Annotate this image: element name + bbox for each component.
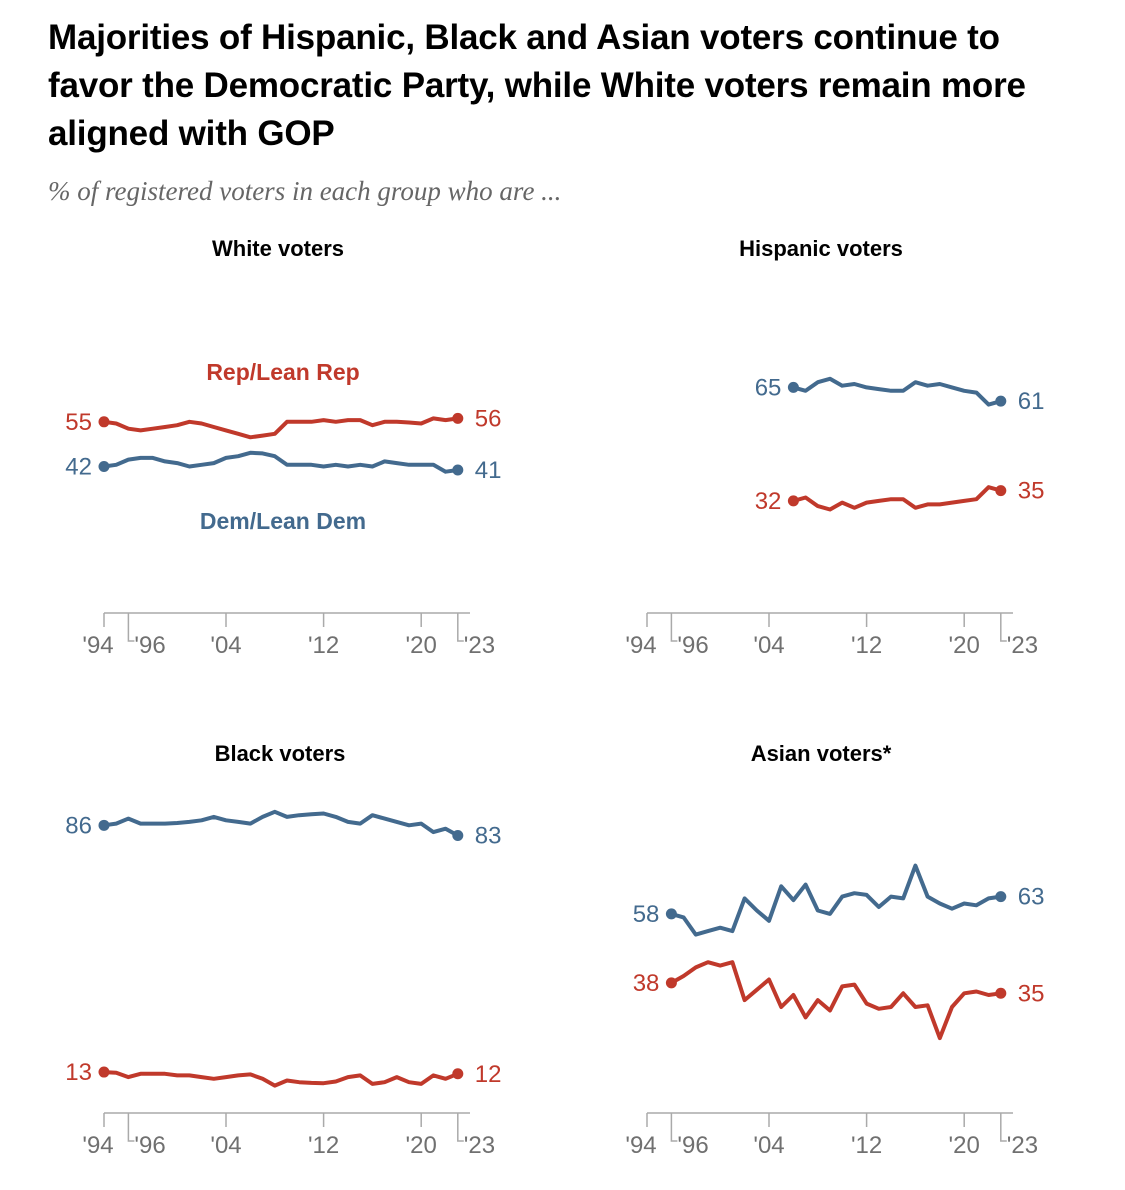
x-tick-label: '20 bbox=[949, 1132, 980, 1159]
asian-voters-rep-start-dot bbox=[665, 977, 677, 989]
x-tick-bracket bbox=[1000, 613, 1007, 642]
asian-voters-rep-start-label: 38 bbox=[633, 970, 660, 997]
asian-voters-dem-end-label: 63 bbox=[1018, 884, 1045, 911]
x-tick-label: '23 bbox=[1007, 1132, 1038, 1159]
white-voters-rep-start-dot bbox=[98, 416, 110, 428]
black-voters-dem-end-label: 83 bbox=[475, 822, 502, 849]
x-tick-label: '94 bbox=[82, 1132, 113, 1159]
hispanic-voters-rep-end-label: 35 bbox=[1018, 478, 1045, 505]
x-tick-bracket bbox=[457, 613, 464, 642]
white-voters-rep-end-label: 56 bbox=[475, 405, 502, 432]
black-voters-panel-title: Black voters bbox=[215, 741, 346, 766]
white-voters-rep-end-dot bbox=[452, 412, 464, 424]
asian-voters-dem-end-dot bbox=[995, 891, 1007, 903]
x-tick-label: '20 bbox=[406, 632, 437, 659]
white-voters-panel-title: White voters bbox=[212, 236, 344, 261]
black-voters-dem-start-label: 86 bbox=[65, 812, 92, 839]
hispanic-voters-rep-line bbox=[791, 485, 1003, 512]
x-tick-label: '94 bbox=[82, 632, 113, 659]
white-voters-rep-line bbox=[102, 416, 460, 440]
chart-subtitle: % of registered voters in each group who… bbox=[48, 176, 562, 206]
x-tick-label: '04 bbox=[210, 1132, 241, 1159]
asian-voters-dem-line bbox=[669, 863, 1003, 937]
x-tick-bracket bbox=[670, 1113, 678, 1142]
black-voters-rep-end-label: 12 bbox=[475, 1061, 502, 1088]
hispanic-voters-dem-end-label: 61 bbox=[1018, 388, 1045, 415]
x-tick-bracket bbox=[457, 1113, 464, 1142]
chart-title: Majorities of Hispanic, Black and Asian … bbox=[48, 18, 1026, 153]
white-voters-rep-start-label: 55 bbox=[65, 409, 92, 436]
x-tick-bracket bbox=[127, 613, 135, 642]
x-tick-label: '12 bbox=[308, 1132, 339, 1159]
x-tick-label: '96 bbox=[677, 632, 708, 659]
asian-voters-panel-title: Asian voters* bbox=[751, 741, 892, 766]
black-voters-dem-start-dot bbox=[98, 819, 110, 831]
x-tick-label: '04 bbox=[210, 632, 241, 659]
white-voters-dem-start-dot bbox=[98, 461, 110, 473]
x-tick-label: '04 bbox=[753, 1132, 784, 1159]
x-tick-label: '12 bbox=[851, 632, 882, 659]
x-tick-label: '96 bbox=[134, 632, 165, 659]
white-voters-dem-end-label: 41 bbox=[475, 457, 502, 484]
black-voters-dem-line bbox=[102, 809, 460, 838]
x-tick-label: '23 bbox=[1007, 632, 1038, 659]
hispanic-voters-dem-line bbox=[791, 376, 1003, 407]
legend-rep-label: Rep/Lean Rep bbox=[206, 359, 359, 385]
x-tick-label: '04 bbox=[753, 632, 784, 659]
x-tick-bracket bbox=[127, 1113, 135, 1142]
hispanic-voters-dem-start-dot bbox=[787, 381, 799, 393]
x-tick-bracket bbox=[670, 613, 678, 642]
hispanic-voters-rep-start-label: 32 bbox=[755, 488, 782, 515]
hispanic-voters-rep-start-dot bbox=[787, 495, 799, 507]
x-tick-label: '12 bbox=[851, 1132, 882, 1159]
white-voters-dem-start-label: 42 bbox=[65, 454, 92, 481]
x-tick-label: '23 bbox=[464, 632, 495, 659]
black-voters-rep-start-label: 13 bbox=[65, 1059, 92, 1086]
hispanic-voters-panel-title: Hispanic voters bbox=[739, 236, 903, 261]
black-voters-dem-end-dot bbox=[452, 829, 464, 841]
asian-voters-rep-line bbox=[669, 960, 1003, 1041]
x-tick-label: '12 bbox=[308, 632, 339, 659]
white-voters-dem-end-dot bbox=[452, 464, 464, 476]
x-tick-label: '94 bbox=[625, 632, 656, 659]
black-voters-rep-line bbox=[102, 1070, 460, 1088]
x-tick-bracket bbox=[1000, 1113, 1007, 1142]
x-tick-label: '20 bbox=[949, 632, 980, 659]
asian-voters-dem-start-label: 58 bbox=[633, 901, 660, 928]
x-tick-label: '96 bbox=[134, 1132, 165, 1159]
x-tick-label: '94 bbox=[625, 1132, 656, 1159]
black-voters-rep-start-dot bbox=[98, 1066, 110, 1078]
x-tick-label: '96 bbox=[677, 1132, 708, 1159]
white-voters-dem-line bbox=[102, 450, 460, 474]
x-tick-label: '20 bbox=[406, 1132, 437, 1159]
asian-voters-rep-end-label: 35 bbox=[1018, 980, 1045, 1007]
hispanic-voters-dem-end-dot bbox=[995, 395, 1007, 407]
hispanic-voters-dem-start-label: 65 bbox=[755, 374, 782, 401]
hispanic-voters-rep-end-dot bbox=[995, 485, 1007, 497]
x-tick-label: '23 bbox=[464, 1132, 495, 1159]
black-voters-rep-end-dot bbox=[452, 1068, 464, 1080]
legend-dem-label: Dem/Lean Dem bbox=[200, 508, 366, 534]
asian-voters-rep-end-dot bbox=[995, 987, 1007, 999]
asian-voters-dem-start-dot bbox=[665, 908, 677, 920]
